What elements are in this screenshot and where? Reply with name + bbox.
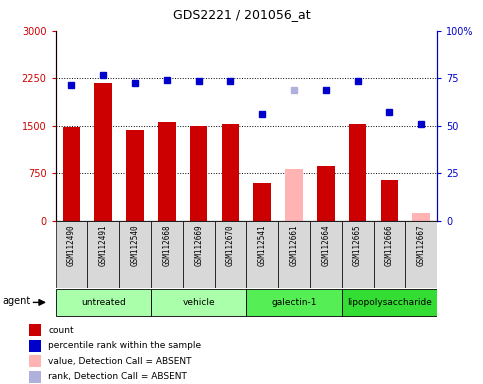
Bar (63, 127, 80, 221)
Text: GSM112541: GSM112541 (258, 224, 267, 266)
Text: GSM112670: GSM112670 (226, 224, 235, 266)
Bar (373, 221, 405, 288)
Text: GSM112664: GSM112664 (321, 224, 330, 266)
Bar (29, 355, 41, 367)
Bar (87, 221, 119, 288)
Bar (29, 371, 41, 382)
Bar (95, 83, 112, 221)
Bar (151, 289, 246, 316)
Text: GSM112661: GSM112661 (289, 224, 298, 266)
Bar (310, 221, 342, 288)
Bar (254, 184, 271, 221)
Text: galectin-1: galectin-1 (271, 298, 317, 307)
Bar (412, 213, 430, 221)
Bar (278, 221, 310, 288)
Bar (183, 221, 214, 288)
Text: vehicle: vehicle (182, 298, 215, 307)
Text: lipopolysaccharide: lipopolysaccharide (347, 298, 432, 307)
Bar (381, 180, 398, 221)
Text: GSM112665: GSM112665 (353, 224, 362, 266)
Bar (317, 166, 335, 221)
Bar (214, 221, 246, 288)
Bar (190, 126, 207, 221)
Bar (56, 221, 87, 288)
Text: GSM112491: GSM112491 (99, 224, 108, 266)
Text: GSM112490: GSM112490 (67, 224, 76, 266)
Bar (151, 221, 183, 288)
Bar (246, 289, 342, 316)
Text: GDS2221 / 201056_at: GDS2221 / 201056_at (173, 8, 310, 21)
Bar (119, 221, 151, 288)
Text: rank, Detection Call = ABSENT: rank, Detection Call = ABSENT (48, 372, 187, 381)
Bar (405, 221, 437, 288)
Text: agent: agent (3, 296, 31, 306)
Bar (285, 169, 303, 221)
Bar (342, 221, 373, 288)
Text: count: count (48, 326, 74, 335)
Bar (29, 324, 41, 336)
Text: untreated: untreated (81, 298, 126, 307)
Text: GSM112669: GSM112669 (194, 224, 203, 266)
Text: GSM112667: GSM112667 (417, 224, 426, 266)
Bar (342, 289, 437, 316)
Text: GSM112540: GSM112540 (130, 224, 140, 266)
Text: GSM112668: GSM112668 (162, 224, 171, 266)
Bar (222, 124, 239, 221)
Text: percentile rank within the sample: percentile rank within the sample (48, 341, 201, 350)
Bar (349, 124, 367, 221)
Bar (246, 221, 278, 288)
Text: GSM112666: GSM112666 (385, 224, 394, 266)
Bar (29, 340, 41, 352)
Bar (126, 130, 144, 221)
Bar (56, 289, 151, 316)
Text: value, Detection Call = ABSENT: value, Detection Call = ABSENT (48, 357, 192, 366)
Bar (158, 122, 176, 221)
